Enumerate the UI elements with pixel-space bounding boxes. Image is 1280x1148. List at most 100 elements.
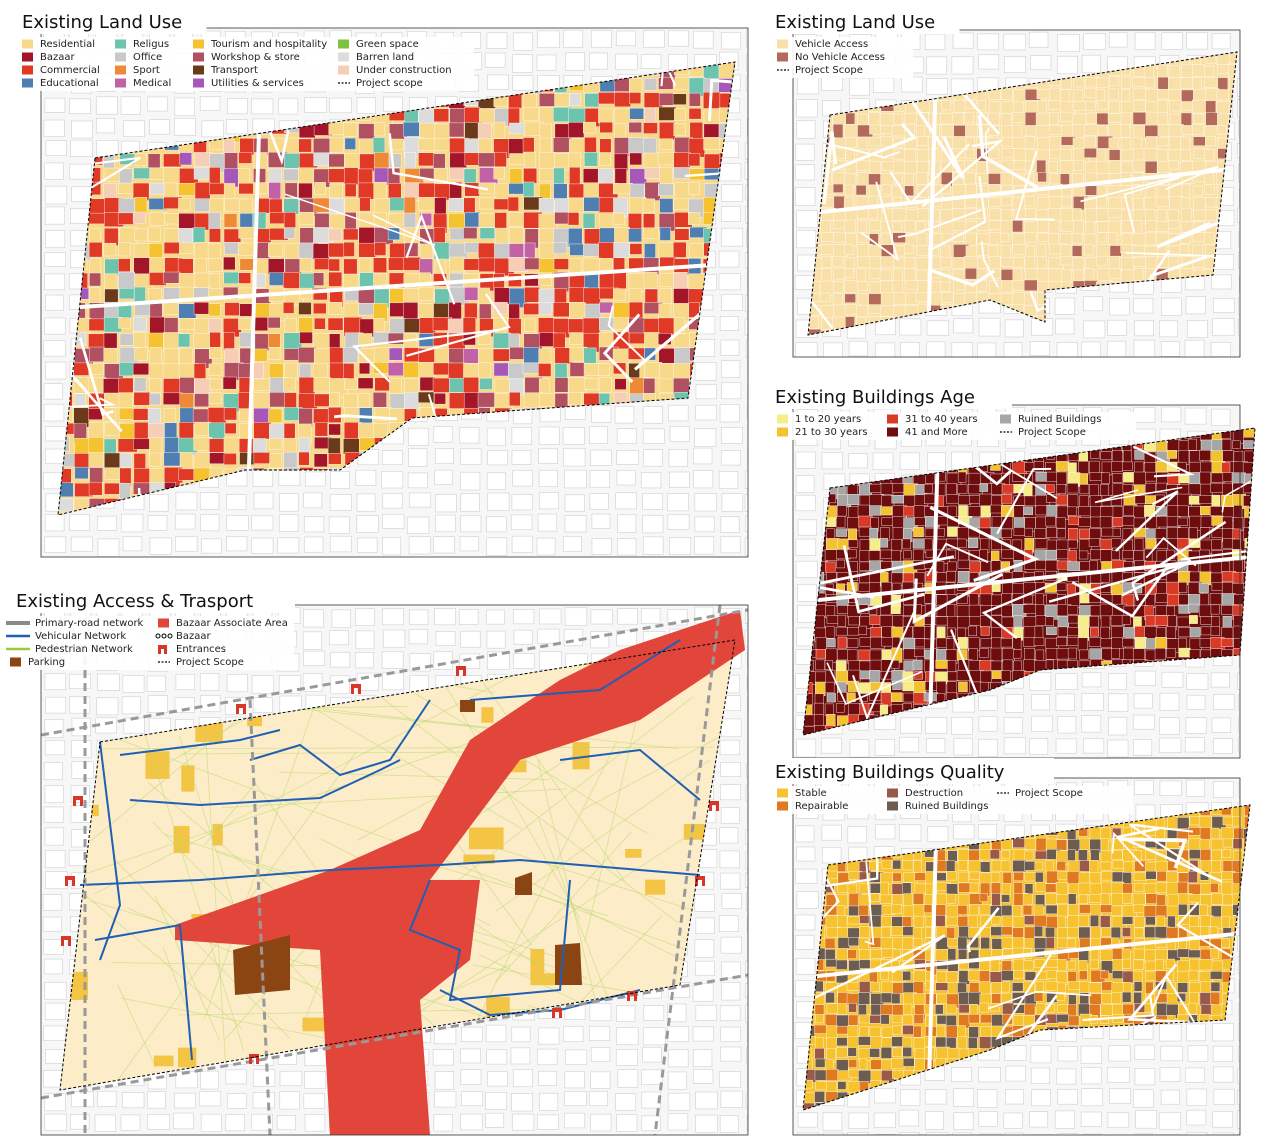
street bbox=[977, 114, 1039, 189]
vehicular-route bbox=[559, 748, 701, 801]
parcel bbox=[659, 121, 676, 140]
parcel bbox=[584, 273, 599, 290]
parcel bbox=[328, 198, 345, 214]
context-block bbox=[720, 516, 740, 533]
parcel bbox=[133, 408, 149, 421]
context-block bbox=[1238, 737, 1240, 753]
parcel bbox=[1112, 506, 1124, 518]
context-block bbox=[226, 1093, 247, 1109]
parcel bbox=[509, 168, 523, 184]
context-block bbox=[434, 1071, 455, 1090]
parcel bbox=[1025, 125, 1038, 137]
parcel bbox=[312, 363, 328, 380]
legend-swatch bbox=[158, 618, 169, 628]
parcel bbox=[208, 347, 222, 359]
parcel bbox=[1121, 101, 1135, 114]
context-block bbox=[252, 1092, 275, 1109]
parcel bbox=[1254, 439, 1255, 450]
parcel bbox=[523, 107, 539, 121]
legend-label: Residential bbox=[40, 39, 95, 50]
street bbox=[633, 293, 724, 371]
parcel bbox=[975, 173, 990, 184]
context-block bbox=[564, 1071, 585, 1089]
parcel bbox=[118, 242, 131, 257]
context-block bbox=[693, 470, 714, 489]
parcel bbox=[1023, 506, 1033, 515]
context-block bbox=[459, 536, 479, 552]
parcel bbox=[1167, 89, 1181, 102]
context-block bbox=[1239, 188, 1240, 207]
parcel bbox=[149, 182, 166, 195]
context-block bbox=[537, 30, 560, 48]
legend-swatch bbox=[193, 78, 204, 88]
parcel bbox=[373, 318, 385, 333]
parcel bbox=[808, 328, 822, 335]
context-block bbox=[407, 472, 428, 489]
parcel bbox=[940, 113, 953, 125]
parcel bbox=[821, 268, 832, 283]
parcel bbox=[1156, 221, 1169, 232]
context-block bbox=[514, 1137, 535, 1148]
pedestrian-path bbox=[200, 658, 227, 1072]
context-block bbox=[795, 342, 818, 357]
context-block bbox=[486, 516, 507, 533]
parcel bbox=[599, 152, 611, 166]
parcel bbox=[688, 212, 701, 225]
legend-label: Pedestrian Network bbox=[35, 644, 133, 655]
parcel bbox=[153, 1055, 174, 1067]
parcel bbox=[1055, 494, 1068, 506]
street bbox=[1080, 165, 1219, 203]
context-block bbox=[460, 1113, 483, 1131]
context-block bbox=[795, 164, 815, 181]
legend-swatch bbox=[22, 39, 33, 49]
parcel bbox=[193, 333, 212, 349]
parking bbox=[460, 700, 475, 712]
parcel bbox=[449, 122, 465, 138]
parcel bbox=[892, 221, 903, 232]
context-block bbox=[279, 493, 299, 512]
parcel bbox=[118, 317, 131, 329]
parcel bbox=[327, 437, 341, 456]
parcel bbox=[208, 438, 227, 453]
parcel bbox=[673, 152, 691, 170]
parcel bbox=[314, 422, 328, 437]
context-block bbox=[720, 536, 741, 554]
parcel bbox=[373, 122, 386, 137]
parcel bbox=[1096, 208, 1110, 222]
parcel bbox=[223, 256, 236, 271]
context-block bbox=[1003, 56, 1026, 73]
parcel bbox=[1222, 482, 1233, 496]
parcel bbox=[119, 423, 135, 440]
parcel bbox=[403, 257, 422, 271]
parcel bbox=[373, 182, 387, 201]
parcel bbox=[980, 505, 991, 518]
context-block bbox=[668, 559, 687, 574]
context-block bbox=[978, 54, 1000, 70]
context-block bbox=[747, 938, 748, 957]
parcel bbox=[1056, 528, 1066, 539]
parcel bbox=[252, 362, 264, 379]
parcel bbox=[916, 125, 925, 137]
parcel bbox=[939, 256, 952, 268]
street bbox=[602, 313, 641, 383]
context-block bbox=[692, 983, 714, 1002]
parcel bbox=[133, 377, 147, 392]
context-block bbox=[747, 558, 767, 574]
parcel bbox=[808, 316, 819, 329]
context-block bbox=[123, 717, 145, 734]
parcel bbox=[644, 167, 661, 180]
context-block bbox=[899, 452, 920, 471]
context-block bbox=[1108, 693, 1129, 712]
parcel bbox=[583, 152, 598, 167]
parcel bbox=[492, 348, 510, 362]
parcel bbox=[880, 256, 895, 269]
context-block bbox=[43, 1025, 66, 1041]
parcel bbox=[1090, 449, 1100, 459]
parcel bbox=[1101, 472, 1110, 484]
context-block bbox=[1029, 738, 1049, 755]
legend-label: Bazaar bbox=[176, 631, 211, 642]
parcel bbox=[568, 108, 588, 123]
context-block bbox=[435, 514, 456, 533]
context-block bbox=[744, 537, 748, 556]
context-block bbox=[304, 536, 324, 553]
